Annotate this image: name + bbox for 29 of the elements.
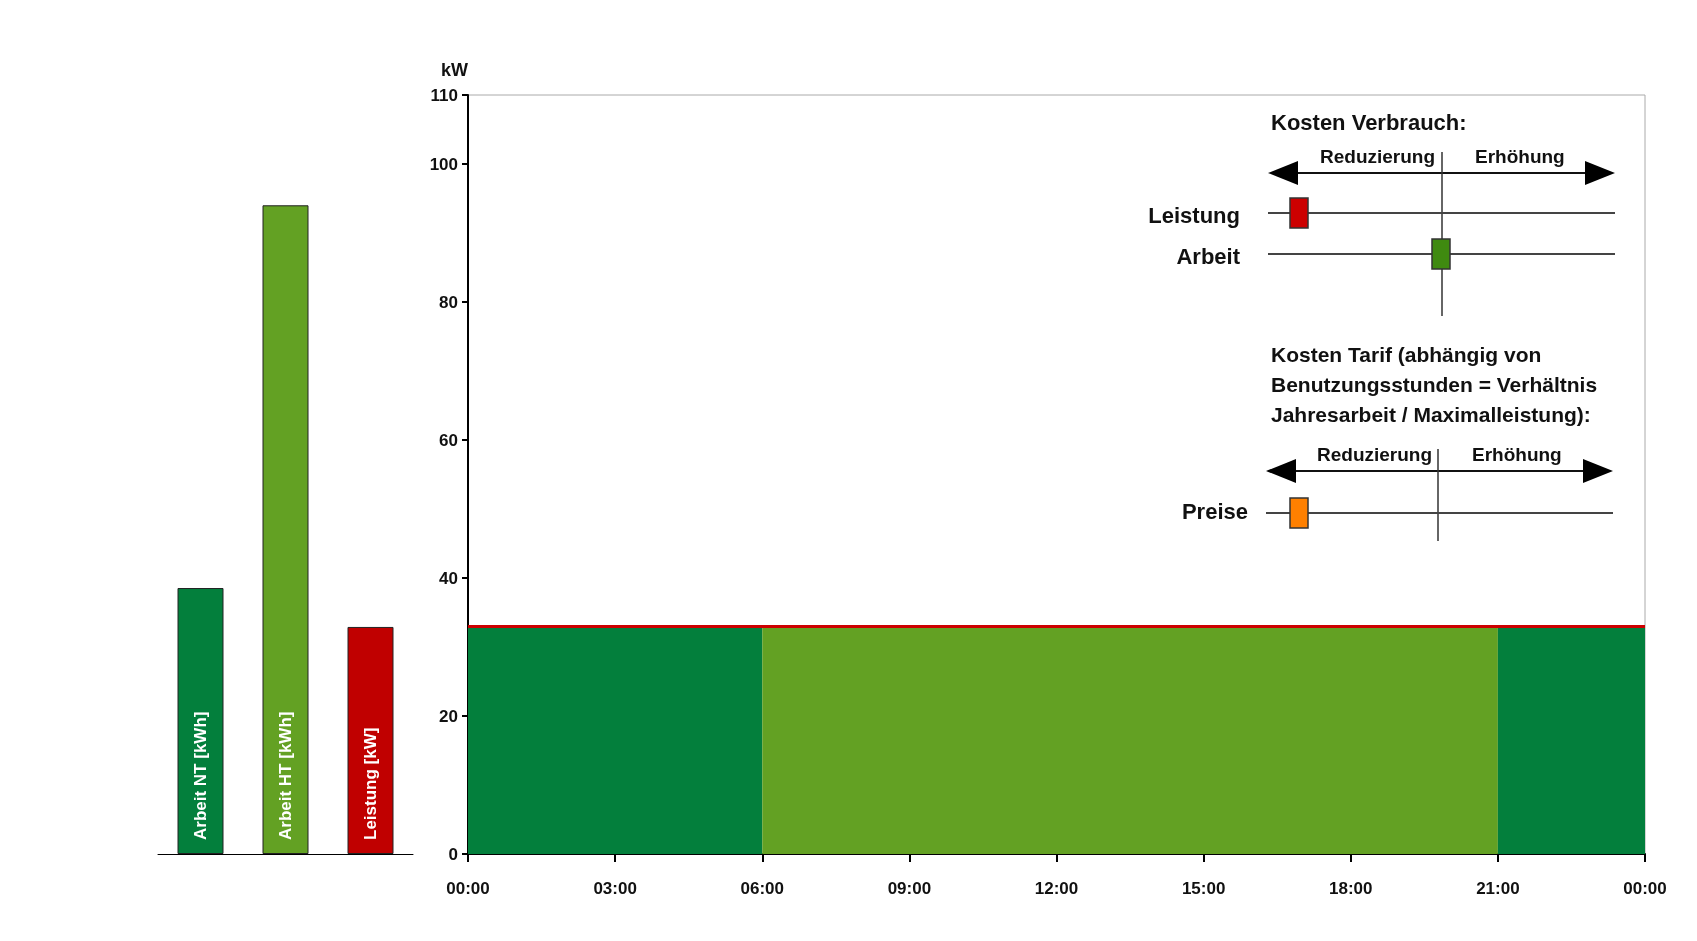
annotation: Reduzierung (1317, 444, 1433, 466)
y-tick-label: 0 (448, 844, 458, 864)
x-tick-label: 18:00 (1329, 879, 1373, 898)
x-tick-label: 09:00 (887, 879, 932, 898)
y-tick-label: 100 (429, 154, 458, 174)
annotation: Preise (1181, 499, 1248, 525)
x-tick-label: 03:00 (593, 879, 637, 898)
x-tick-label: 00:00 (446, 879, 490, 898)
annotation: Erhöhung (1472, 444, 1562, 466)
y-tick-label: 40 (439, 568, 458, 588)
annotation: Reduzierung (1320, 146, 1436, 168)
y-axis-title: kW (441, 60, 469, 80)
y-tick-label: 20 (439, 706, 458, 726)
x-tick-label: 06:00 (740, 879, 784, 898)
y-tick-label: 60 (439, 430, 458, 450)
annotation: Erhöhung (1475, 146, 1565, 168)
annotation: Arbeit (1176, 244, 1240, 270)
y-tick-label: 110 (430, 85, 458, 105)
x-tick-label: Arbeit NT [kWh] (191, 711, 210, 840)
x-tick-label: Leistung [kW] (361, 727, 380, 840)
x-tick-label: 15:00 (1181, 879, 1226, 898)
annotation: Leistung (1148, 203, 1240, 229)
x-tick-label: Arbeit HT [kWh] (276, 711, 295, 840)
x-tick-label: 12:00 (1034, 879, 1079, 898)
x-tick-label: 00:00 (1623, 879, 1667, 898)
annotation: Kosten Tarif (abhängig von Benutzungsstunden = Verhältnis Jahresarbeit / Maximalleistung): (1271, 342, 1599, 428)
x-tick-label: 21:00 (1476, 879, 1520, 898)
annotation: Kosten Verbrauch: (1271, 110, 1467, 136)
y-tick-label: 80 (439, 292, 458, 312)
